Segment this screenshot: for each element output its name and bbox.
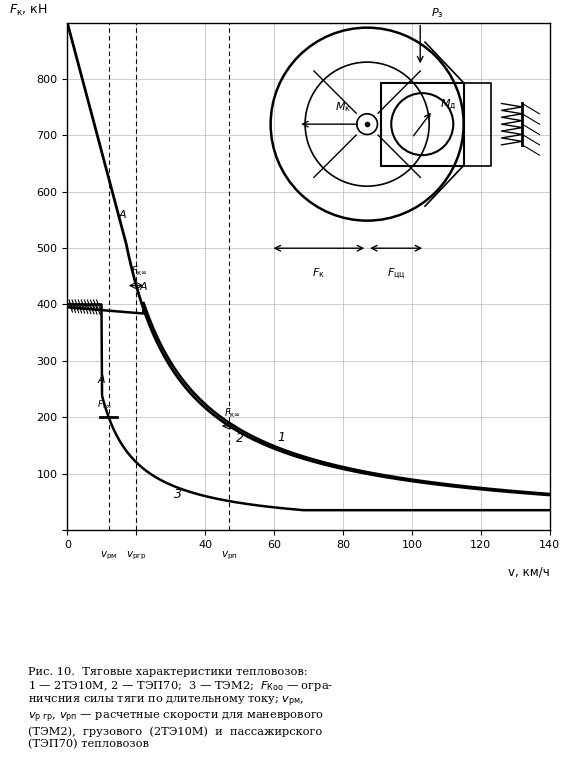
Text: $v_\text{ргр}$: $v_\text{ргр}$ [126, 550, 146, 562]
Text: $M_{\text{д}}$: $M_{\text{д}}$ [439, 97, 456, 112]
Text: $F_{\text{к}\infty}$: $F_{\text{к}\infty}$ [131, 264, 148, 278]
Text: v, км/ч: v, км/ч [508, 565, 550, 578]
Text: $M_{\text{к}}$: $M_{\text{к}}$ [335, 101, 351, 114]
Text: А: А [139, 282, 147, 292]
Text: $v_\text{рм}$: $v_\text{рм}$ [100, 550, 117, 562]
Text: $v_\text{рп}$: $v_\text{рп}$ [221, 550, 238, 562]
Text: А: А [118, 210, 126, 220]
Text: 1: 1 [277, 431, 285, 444]
Text: 2: 2 [236, 431, 243, 444]
Text: $F_{\text{к}\infty}$: $F_{\text{к}\infty}$ [98, 398, 113, 410]
Text: $F_{\text{цц}}$: $F_{\text{цц}}$ [387, 266, 406, 281]
Text: $F_{\text{к}}$, кН: $F_{\text{к}}$, кН [10, 2, 48, 17]
Text: $F_{\text{к}\infty}$: $F_{\text{к}\infty}$ [224, 406, 241, 419]
Text: А: А [98, 375, 105, 385]
Text: 3: 3 [173, 488, 182, 501]
Text: $F_{\text{к}}$: $F_{\text{к}}$ [312, 266, 325, 279]
Text: Рис. 10.  Тяговые характеристики тепловозов:
1 — 2ТЭ10М, 2 — ТЭП70;  3 — ТЭМ2;  : Рис. 10. Тяговые характеристики тепловоз… [28, 667, 333, 749]
Text: $P_{\text{з}}$: $P_{\text{з}}$ [430, 6, 443, 20]
